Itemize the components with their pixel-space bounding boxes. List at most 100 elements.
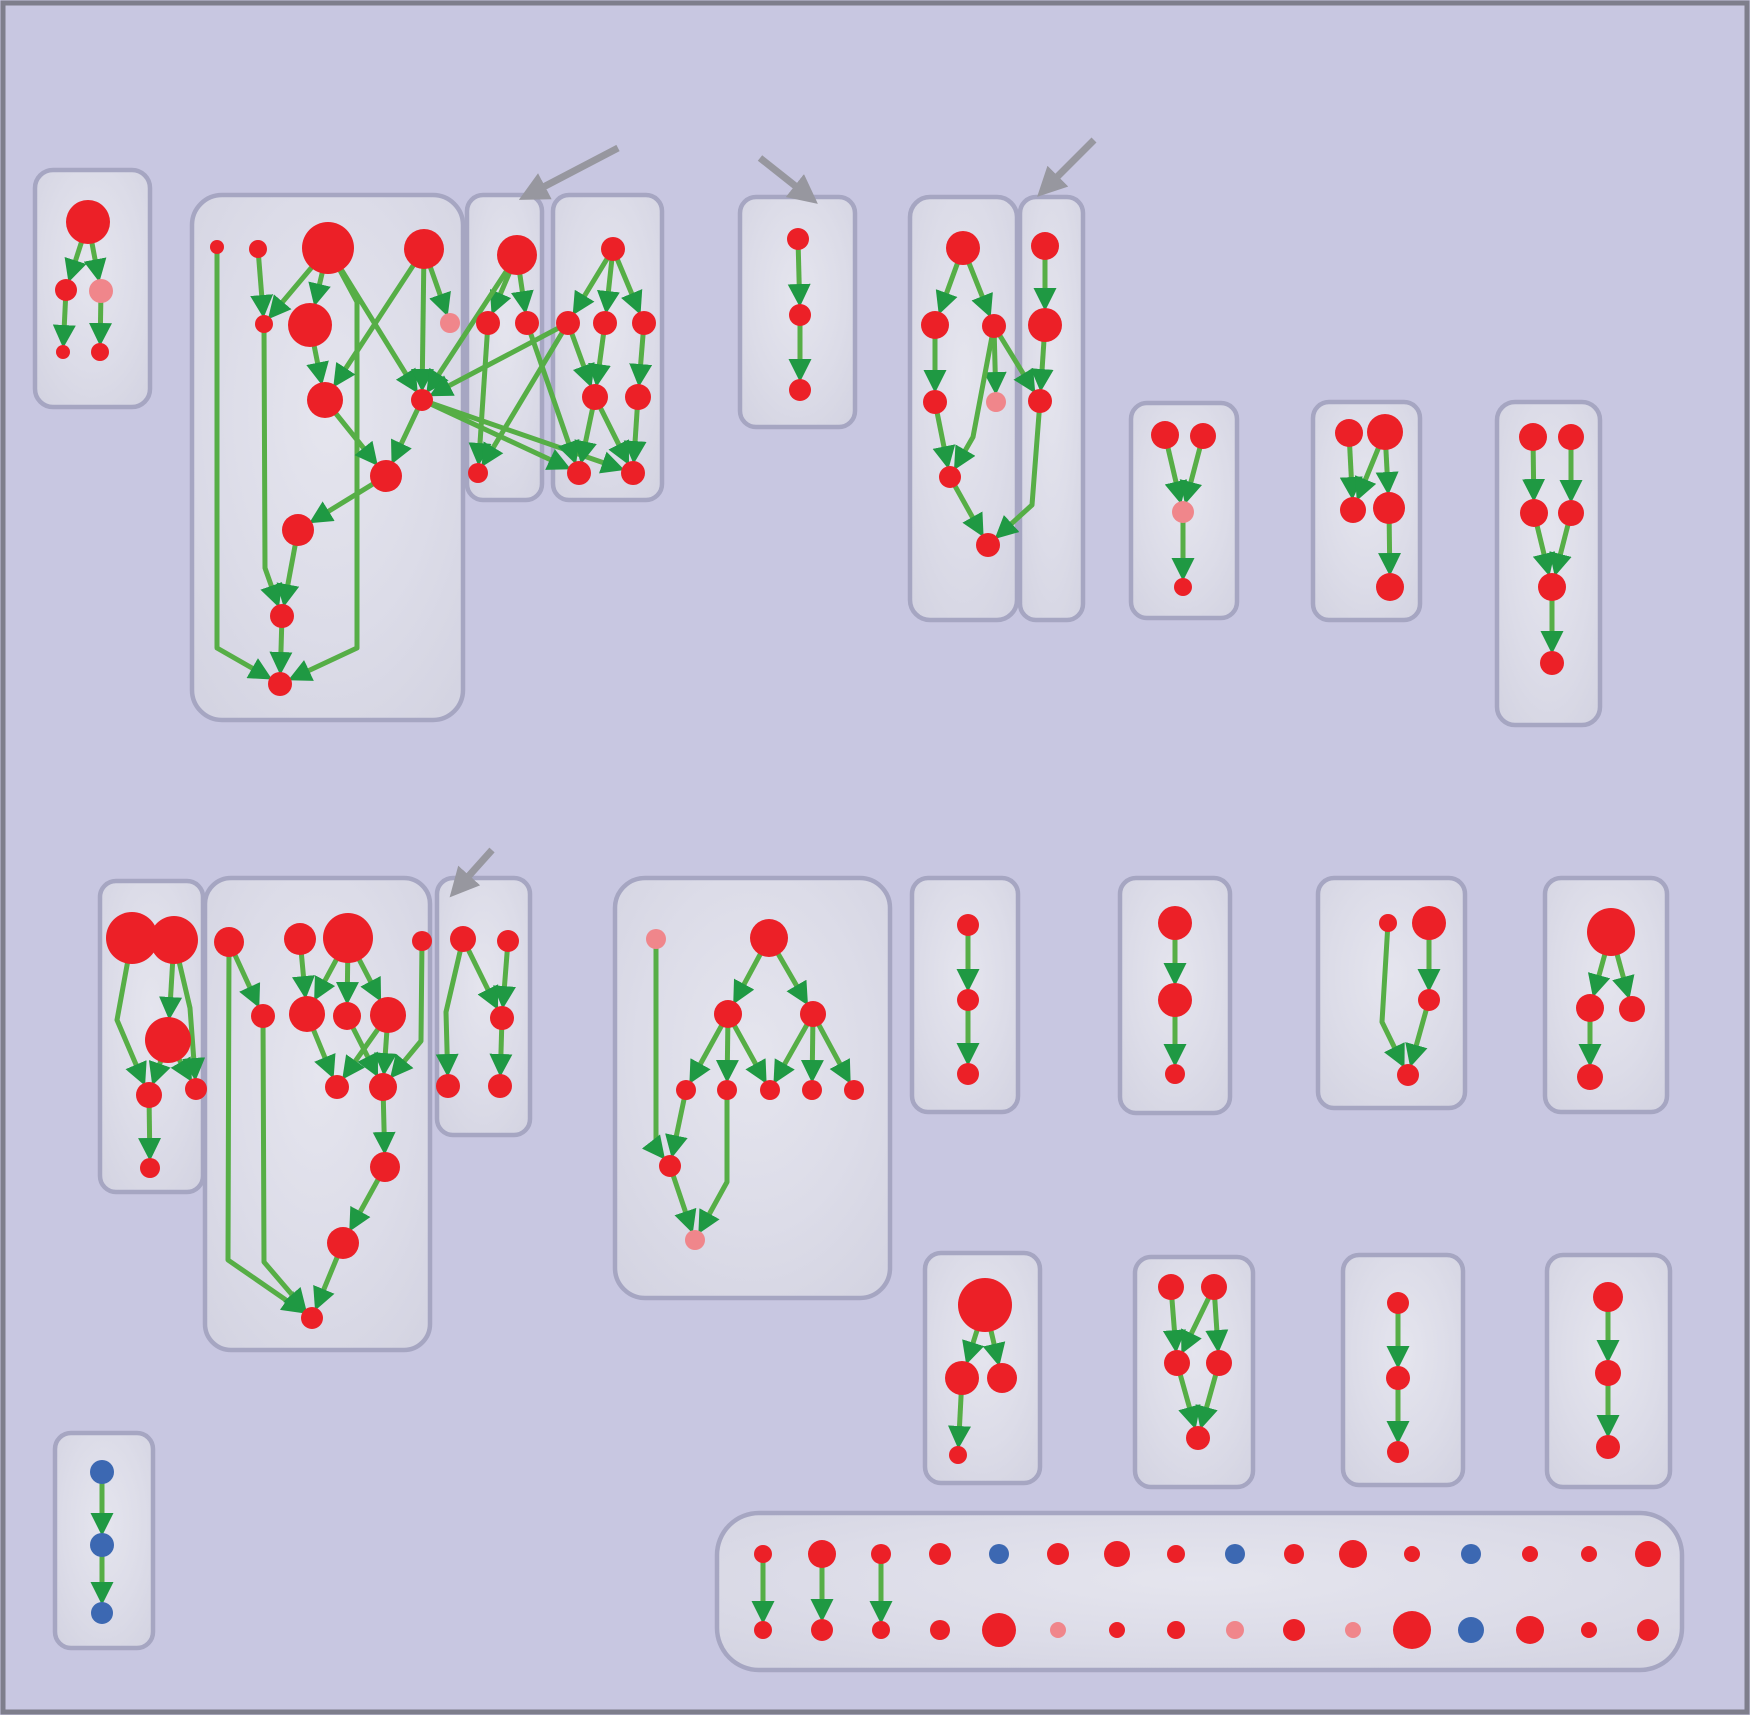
node-rb_ml: [921, 311, 949, 339]
node-rt_mr: [1558, 500, 1584, 526]
node-t2c_b: [1387, 1441, 1409, 1463]
node-mtbp_mr: [515, 311, 539, 335]
node-ts_t: [957, 914, 979, 936]
node-ub_ml: [556, 311, 580, 335]
node-tb_b: [497, 930, 519, 952]
node-rp_t: [1158, 906, 1192, 940]
node-rt_b: [1540, 651, 1564, 675]
node-tb_c: [490, 1006, 514, 1030]
group-box-mitochondrion: [1017, 194, 1086, 623]
edge-nu_tl-nu_b: [1379, 922, 1405, 1068]
node-cc_n2: [302, 222, 354, 274]
node-rr_t3: [412, 931, 432, 951]
node-strip-top-12: [1404, 1546, 1420, 1562]
node-mp_tl: [1151, 421, 1179, 449]
node-strip-bottom-13: [1458, 1617, 1484, 1643]
node-strip-bottom-2: [811, 1619, 833, 1641]
node-strip-bottom-12: [1393, 1611, 1431, 1649]
node-nt_mr: [1373, 492, 1405, 524]
node-tm_lo: [659, 1155, 681, 1177]
node-rt_tl: [1519, 423, 1547, 451]
edge-cc_n4-cc_n12: [260, 323, 283, 608]
node-rr_q: [327, 1227, 359, 1259]
node-tm_pk: [646, 929, 666, 949]
edge-pt_bl-pt_ll: [114, 937, 147, 1086]
node-tm_bp: [685, 1230, 705, 1250]
node-strip-bottom-11: [1345, 1622, 1361, 1638]
node-pt_lr: [185, 1078, 207, 1100]
node-strip-top-8: [1167, 1545, 1185, 1563]
node-strip-bottom-8: [1167, 1621, 1185, 1639]
node-strip-top-14: [1522, 1546, 1538, 1562]
edge-cc_n3-cc_n8: [410, 248, 434, 393]
node-ch_b: [1186, 1426, 1210, 1450]
node-ch_tr: [1201, 1274, 1227, 1300]
node-rr_bot: [301, 1307, 323, 1329]
node-mtbp_t: [497, 235, 537, 275]
node-rr_l1: [369, 1073, 397, 1101]
node-rt_lo: [1538, 573, 1566, 601]
node-mi_t: [1031, 232, 1059, 260]
node-mp_b: [1174, 578, 1192, 596]
node-rr_t2: [323, 913, 373, 963]
node-rt_tr: [1558, 424, 1584, 450]
node-rp_b: [1165, 1064, 1185, 1084]
edge-rb_mr-rb_m2: [953, 325, 997, 471]
node-strip-bottom-16: [1637, 1619, 1659, 1641]
group-box-shared-terms: [714, 1510, 1685, 1673]
edge-tm_b1-tm_bp: [698, 1090, 730, 1234]
node-rr_l0: [325, 1075, 349, 1099]
edge-cc_n8-ub_bl: [420, 397, 571, 470]
group-box-trna-processing-mf-large: [612, 875, 893, 1301]
node-strip-bottom-3: [872, 1621, 890, 1639]
node-cc_n9: [370, 460, 402, 492]
node-mp_pk: [1172, 501, 1194, 523]
node-tj_t: [90, 1460, 114, 1484]
node-rb_m2: [939, 466, 961, 488]
node-rr_t1: [284, 923, 316, 955]
node-cc_n12: [270, 604, 294, 628]
node-mtcc_c: [89, 279, 113, 303]
node-nt_ml: [1340, 497, 1366, 523]
node-strip-bottom-4: [930, 1620, 950, 1640]
node-nt_b: [1376, 573, 1404, 601]
node-rr_m2: [333, 1002, 361, 1030]
node-strip-bottom-15: [1581, 1622, 1597, 1638]
node-ch_mr: [1206, 1350, 1232, 1376]
node-rr_m3: [370, 997, 406, 1033]
edge-mtbp_t-cc_n8: [426, 253, 520, 394]
node-ub_lr: [625, 384, 651, 410]
node-strip-bottom-10: [1283, 1619, 1305, 1641]
node-ub_ll: [582, 384, 608, 410]
annotation-arrow-1: [518, 144, 620, 200]
node-tj_b: [91, 1602, 113, 1624]
node-pt_bot: [140, 1158, 160, 1178]
node-t2c_m: [1386, 1366, 1410, 1390]
annotation-arrow-4: [449, 847, 495, 898]
edge-cc_n1-cc_n4: [250, 248, 274, 319]
node-tb_a: [450, 926, 476, 952]
node-tc_t: [1587, 908, 1635, 956]
node-nu_tl: [1379, 914, 1397, 932]
node-tm_mb: [800, 1001, 826, 1027]
node-pt_br: [150, 916, 198, 964]
node-mi_l: [1028, 389, 1052, 413]
node-strip-top-13: [1461, 1544, 1481, 1564]
node-cc_n6: [440, 313, 460, 333]
node-strip-bottom-1: [754, 1621, 772, 1639]
node-strip-top-15: [1581, 1546, 1597, 1562]
node-strip-top-16: [1635, 1541, 1661, 1567]
node-strip-bottom-6: [1050, 1622, 1066, 1638]
node-tc_b: [1577, 1064, 1603, 1090]
node-rt_ml: [1520, 499, 1548, 527]
node-tm_b1: [717, 1080, 737, 1100]
node-tm_b4: [844, 1080, 864, 1100]
node-rb_mr: [982, 314, 1006, 338]
edge-cc_n0-cc_n13: [214, 247, 273, 680]
node-mp_tr: [1190, 423, 1216, 449]
node-cc_n4: [255, 315, 273, 333]
node-strip-top-10: [1284, 1544, 1304, 1564]
node-cc_n8: [411, 389, 433, 411]
